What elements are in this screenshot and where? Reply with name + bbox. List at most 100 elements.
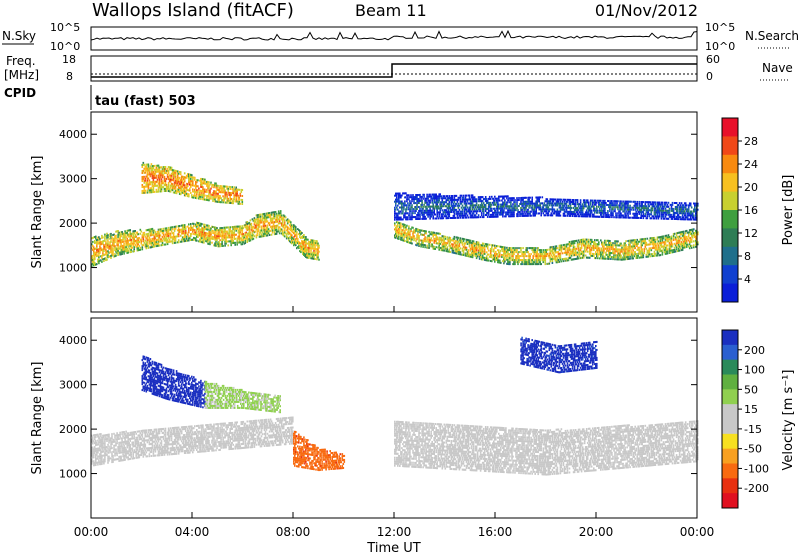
data-cell [194, 194, 196, 197]
data-cell [168, 168, 171, 171]
data-cell [273, 213, 276, 216]
data-cell [237, 231, 240, 234]
data-cell [214, 238, 216, 241]
data-cell [491, 254, 493, 257]
data-cell [159, 240, 162, 243]
data-cell [461, 237, 464, 240]
data-cell [398, 235, 400, 238]
data-cell [184, 233, 187, 236]
data-cell [624, 256, 626, 259]
data-cell [189, 183, 191, 186]
data-cell [572, 258, 575, 261]
data-cell [691, 230, 694, 233]
data-cell [534, 263, 536, 266]
data-cell [157, 236, 160, 239]
data-cell [414, 210, 416, 213]
data-cell [157, 230, 160, 233]
data-cell [409, 233, 411, 236]
data-cell [419, 231, 421, 234]
data-cell [297, 238, 299, 241]
data-cell [140, 240, 143, 243]
data-cell [129, 249, 131, 252]
data-cell [665, 248, 668, 251]
data-cell [311, 255, 313, 258]
data-cell [418, 245, 420, 247]
data-cell [404, 216, 406, 219]
data-cell [469, 247, 472, 250]
data-cell [481, 258, 484, 261]
data-cell [142, 191, 145, 194]
data-cell [238, 200, 241, 203]
data-cell [174, 177, 177, 180]
data-cell [177, 186, 180, 189]
data-cell [641, 240, 643, 243]
data-cell [103, 260, 105, 262]
data-cell [484, 210, 487, 212]
data-cell [175, 192, 178, 195]
data-cell [253, 219, 256, 222]
data-cell [298, 245, 300, 248]
data-cell [438, 215, 440, 218]
data-cell [603, 257, 605, 260]
data-cell [640, 254, 642, 257]
data-cell [122, 238, 124, 241]
data-cell [176, 235, 179, 238]
data-cell [282, 216, 285, 219]
data-cell [193, 238, 195, 241]
data-cell [153, 164, 156, 167]
data-cell [253, 227, 256, 230]
data-cell [504, 258, 506, 261]
data-cell [185, 237, 188, 240]
data-cell [216, 243, 218, 246]
data-cell [428, 236, 430, 239]
data-cell [194, 176, 196, 179]
data-cell [396, 214, 398, 217]
data-cell [191, 226, 193, 229]
data-cell [420, 243, 422, 246]
data-cell [599, 249, 601, 252]
data-cell [163, 239, 166, 242]
data-cell [468, 239, 471, 242]
data-cell [157, 234, 160, 237]
data-cell [397, 204, 399, 207]
data-cell [256, 214, 259, 217]
data-cell [159, 184, 162, 187]
data-cell [145, 181, 148, 184]
data-cell [206, 198, 208, 201]
data-cell [217, 198, 219, 201]
data-cell [615, 250, 617, 253]
data-cell [193, 236, 195, 239]
data-cell [655, 244, 658, 247]
data-cell [248, 229, 251, 232]
data-cell [282, 214, 285, 217]
data-cell [483, 198, 486, 200]
data-cell [581, 254, 584, 257]
data-cell [147, 177, 150, 180]
data-cell [190, 185, 192, 188]
nsearch-tick-top: 10^5 [705, 21, 735, 34]
data-cell [595, 251, 597, 254]
data-cell [441, 239, 444, 242]
data-cell [244, 234, 247, 236]
data-cell [601, 241, 603, 244]
data-cell [133, 246, 135, 249]
data-cell [201, 178, 203, 180]
data-cell [488, 201, 491, 204]
data-cell [429, 207, 431, 210]
data-cell [412, 226, 414, 229]
data-cell [394, 208, 396, 211]
data-cell [643, 252, 646, 255]
data-cell [659, 236, 662, 239]
data-cell [222, 201, 224, 204]
data-cell [485, 243, 488, 246]
data-cell [483, 204, 486, 206]
data-cell [115, 250, 117, 253]
data-cell [288, 227, 290, 230]
data-cell [165, 233, 168, 236]
data-cell [104, 239, 106, 242]
data-cell [571, 250, 574, 253]
data-cell [210, 187, 212, 190]
data-cell [410, 230, 412, 233]
data-cell [95, 237, 97, 240]
data-cell [112, 250, 114, 252]
